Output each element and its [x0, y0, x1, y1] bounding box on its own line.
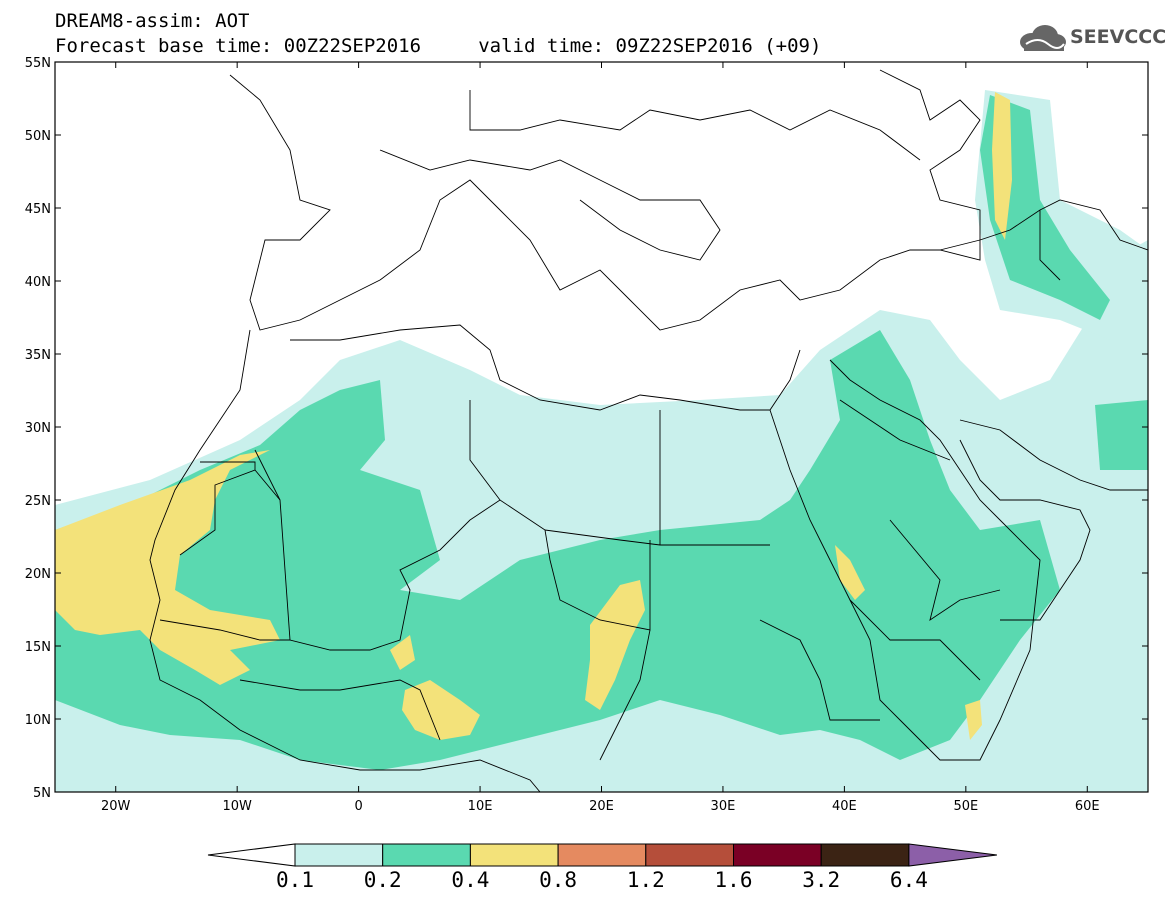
colorbar-level-label: 6.4: [889, 868, 928, 892]
lon-tick-label: 20E: [589, 799, 614, 814]
aot-level-0.2-caspian: [980, 95, 1110, 320]
lat-tick-label: 50N: [25, 129, 51, 144]
aot-level-0.4-nigeria: [402, 680, 480, 740]
colorbar-level-label: 3.2: [802, 868, 841, 892]
coastline-africa-north: [149, 329, 541, 792]
border-mauritania: [179, 461, 281, 556]
lat-tick-label: 10N: [25, 713, 51, 728]
country-borders: [149, 69, 1148, 792]
lon-tick-label: 20W: [101, 799, 131, 814]
colorbar-level-label: 0.8: [539, 868, 578, 892]
lon-tick-label: 40E: [832, 799, 857, 814]
lat-tick-label: 55N: [25, 56, 51, 71]
aot-level-0.4-caspian: [992, 92, 1012, 240]
border-sahara-1: [254, 449, 651, 651]
lat-tick-label: 30N: [25, 421, 51, 436]
coastline-africa-med: [290, 324, 801, 411]
lon-tick-label: 30E: [711, 799, 736, 814]
aot-level-0.4-somalia: [965, 700, 982, 740]
coastline-europe: [229, 69, 981, 331]
aot-level-0.4-redsea: [835, 545, 865, 600]
lat-tick-label: 40N: [25, 275, 51, 290]
coastline-persia: [959, 419, 1148, 491]
coastline-arabia: [959, 439, 1091, 621]
border-east-africa: [599, 599, 981, 761]
logo-text: SEEVCCC: [1070, 26, 1165, 48]
lat-tick-label: 20N: [25, 567, 51, 582]
aot-shading: [55, 90, 1148, 792]
border-sahara-2: [469, 400, 770, 546]
lat-tick-label: 25N: [25, 494, 51, 509]
border-arabia: [839, 399, 1001, 622]
lon-tick-label: 0: [354, 799, 362, 814]
lon-tick-label: 10E: [468, 799, 493, 814]
lon-tick-label: 50E: [953, 799, 978, 814]
lat-tick-label: 35N: [25, 348, 51, 363]
lat-tick-label: 5N: [33, 786, 51, 801]
seevccc-logo: SEEVCCC: [1018, 22, 1165, 56]
title-dataset: DREAM8-assim: AOT: [55, 10, 250, 32]
aot-level-0.2-gulf: [1095, 400, 1148, 470]
cloud-icon: [1020, 25, 1066, 51]
lon-tick-label: 60E: [1075, 799, 1100, 814]
aot-level-0.4-chad: [585, 580, 645, 710]
colorbar-level-label: 1.6: [714, 868, 753, 892]
lat-tick-label: 45N: [25, 202, 51, 217]
aot-level-0.4-westafrica: [55, 450, 280, 685]
border-westafrica: [159, 619, 441, 741]
lon-tick-label: 10W: [222, 799, 252, 814]
colorbar-level-label: 1.2: [626, 868, 665, 892]
axis-ticks: 55N 50N 45N 40N 35N 30N 25N 20N 15N 10N 5N 20W 10W 0 1…: [25, 56, 1148, 814]
colorbar-level-label: 0.4: [451, 868, 490, 892]
title-times: Forecast base time: 00Z22SEP2016 valid t…: [55, 35, 822, 57]
border-europe: [379, 90, 921, 261]
aot-level-0.4-niger: [390, 635, 415, 670]
aot-level-0.2: [55, 330, 1060, 770]
border-caucasus: [939, 199, 1148, 281]
lat-tick-label: 15N: [25, 640, 51, 655]
colorbar-level-label: 0.2: [363, 868, 402, 892]
colorbar-level-label: 0.1: [276, 868, 314, 892]
coastline-redsea: [769, 359, 1041, 761]
